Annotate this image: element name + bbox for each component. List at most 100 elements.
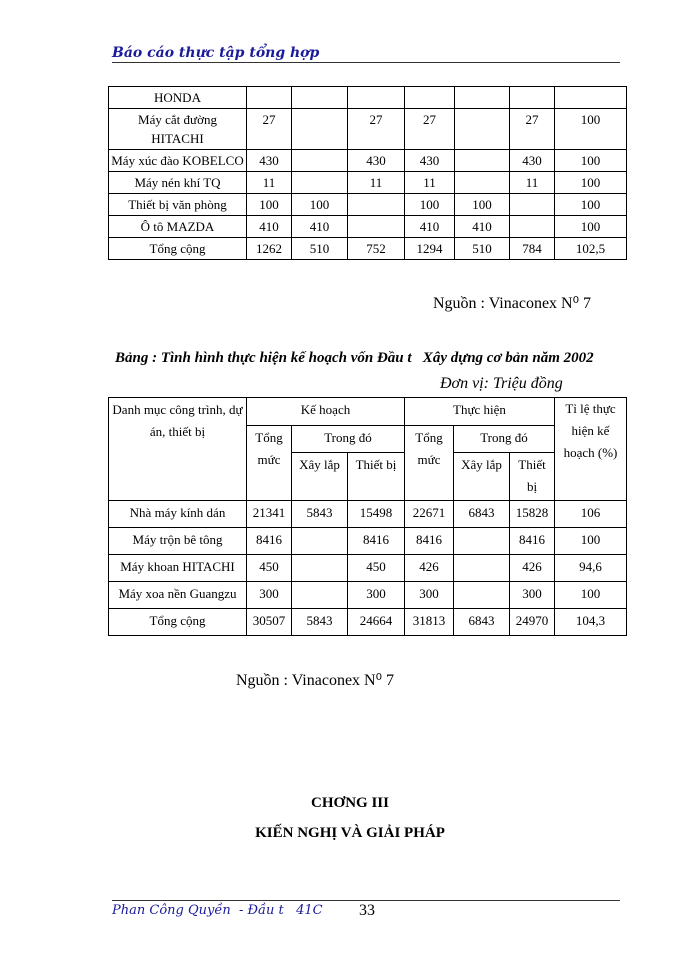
table-cell: 510 xyxy=(291,237,348,260)
table-cell xyxy=(246,86,292,109)
table-cell: 100 xyxy=(404,193,455,216)
table-cell xyxy=(291,108,348,150)
table-cell: Máy nén khí TQ xyxy=(108,171,247,194)
table-cell: 410 xyxy=(404,215,455,238)
table-cell xyxy=(347,193,405,216)
table-cell xyxy=(454,171,510,194)
header-plan-construction: Xây lắp xyxy=(291,452,348,501)
table-cell: 100 xyxy=(554,581,627,609)
table-cell: 430 xyxy=(347,149,405,172)
table-cell: 1294 xyxy=(404,237,455,260)
table-cell xyxy=(454,108,510,150)
header-plan-of-which: Trong đó xyxy=(291,425,405,453)
table-cell: 8416 xyxy=(246,527,292,555)
table-cell: 784 xyxy=(509,237,555,260)
table-cell: 104,3 xyxy=(554,608,627,636)
header-actual-equipment: Thiết bị xyxy=(509,452,555,501)
header-item: Danh mục công trình, dự án, thiết bị xyxy=(108,397,247,501)
table-cell: 100 xyxy=(554,527,627,555)
table-cell: 27 xyxy=(509,108,555,150)
table-cell: 5843 xyxy=(291,608,348,636)
page-number: 33 xyxy=(359,902,375,919)
table-cell: Thiết bị văn phòng xyxy=(108,193,247,216)
table-cell xyxy=(509,215,555,238)
equipment-table-continued: HONDA Máy cắt đường HITACHI 27 27 27 27 100 Máy… xyxy=(108,86,627,260)
header-actual: Thực hiện xyxy=(404,397,555,426)
table-cell: 410 xyxy=(454,215,510,238)
table-cell: 1262 xyxy=(246,237,292,260)
table-cell: 430 xyxy=(404,149,455,172)
table-cell: 100 xyxy=(291,193,348,216)
running-header: Báo cáo thực tập tổng hợp xyxy=(112,44,620,63)
chapter-title: KIẾN NGHỊ VÀ GIẢI PHÁP xyxy=(255,825,445,841)
header-ratio: Tỉ lệ thực hiện kế hoạch (%) xyxy=(554,397,627,501)
table-cell: Ô tô MAZDA xyxy=(108,215,247,238)
table-cell: 8416 xyxy=(347,527,405,555)
header-actual-total: Tổng mức xyxy=(404,425,454,501)
table-cell: 6843 xyxy=(453,500,510,528)
table-cell: Máy trộn bê tông xyxy=(108,527,247,555)
table-cell: 27 xyxy=(347,108,405,150)
table-caption: Bảng : Tình hình thực hiện kế hoạch vốn … xyxy=(115,350,594,366)
table-cell: 15828 xyxy=(509,500,555,528)
table-cell: 106 xyxy=(554,500,627,528)
table-cell: 21341 xyxy=(246,500,292,528)
table-cell: Máy xoa nền Guangzu xyxy=(108,581,247,609)
header-plan: Kế hoạch xyxy=(246,397,405,426)
table-cell: 6843 xyxy=(453,608,510,636)
header-plan-total: Tổng mức xyxy=(246,425,292,501)
table-cell: 100 xyxy=(554,108,627,150)
table-cell: 450 xyxy=(347,554,405,582)
table-row: Nhà máy kính dán 21341 5843 15498 22671 6843 1… xyxy=(108,500,627,528)
investment-table: Danh mục công trình, dự án, thiết bị Kế … xyxy=(108,397,627,636)
table-cell: 24970 xyxy=(509,608,555,636)
table-cell: 300 xyxy=(509,581,555,609)
table-cell xyxy=(554,86,627,109)
table-row: Máy cắt đường HITACHI 27 27 27 27 100 xyxy=(108,108,627,150)
unit-label: Đơn vị: Triệu đồng xyxy=(440,375,563,392)
table-cell: 430 xyxy=(246,149,292,172)
table-cell xyxy=(454,149,510,172)
table-cell: Máy xúc đào KOBELCO xyxy=(108,149,247,172)
table-cell: 27 xyxy=(404,108,455,150)
header-actual-of-which: Trong đó xyxy=(453,425,555,453)
table-cell: 15498 xyxy=(347,500,405,528)
table-row: Thiết bị văn phòng 100 100 100 100 100 xyxy=(108,193,627,216)
table-cell: 22671 xyxy=(404,500,454,528)
table-cell: 300 xyxy=(246,581,292,609)
table-cell xyxy=(453,527,510,555)
table-cell: 510 xyxy=(454,237,510,260)
table-cell: 430 xyxy=(509,149,555,172)
source-note-2: Nguồn : Vinaconex N⁰ 7 xyxy=(236,672,395,689)
table-cell: 11 xyxy=(509,171,555,194)
table-cell: 11 xyxy=(246,171,292,194)
table-cell xyxy=(291,149,348,172)
table-cell: Nhà máy kính dán xyxy=(108,500,247,528)
table-cell: 11 xyxy=(347,171,405,194)
table-cell: 100 xyxy=(554,149,627,172)
table-cell xyxy=(454,86,510,109)
table-cell xyxy=(509,193,555,216)
table-cell: 94,6 xyxy=(554,554,627,582)
table-cell: 410 xyxy=(291,215,348,238)
table-cell: 11 xyxy=(404,171,455,194)
table-cell: Tổng cộng xyxy=(108,237,247,260)
table-cell: 426 xyxy=(404,554,454,582)
table-cell: Tổng cộng xyxy=(108,608,247,636)
table-cell: 450 xyxy=(246,554,292,582)
table-row: Máy nén khí TQ 11 11 11 11 100 xyxy=(108,171,627,194)
table-cell: 100 xyxy=(554,193,627,216)
table-cell: 426 xyxy=(509,554,555,582)
table-cell: 410 xyxy=(246,215,292,238)
table-row: Tổng cộng 1262 510 752 1294 510 784 102,5 xyxy=(108,237,627,260)
chapter-number: CHƠNG III xyxy=(311,795,389,811)
header-plan-equipment: Thiết bị xyxy=(347,452,405,501)
table-row: Máy xoa nền Guangzu 300 300 300 300 100 xyxy=(108,581,627,609)
table-cell: 30507 xyxy=(246,608,292,636)
table-cell: 300 xyxy=(404,581,454,609)
table-cell: 24664 xyxy=(347,608,405,636)
table-cell: 100 xyxy=(246,193,292,216)
table-cell: HONDA xyxy=(108,86,247,109)
table-cell: 27 xyxy=(246,108,292,150)
table-row: HONDA xyxy=(108,86,627,109)
